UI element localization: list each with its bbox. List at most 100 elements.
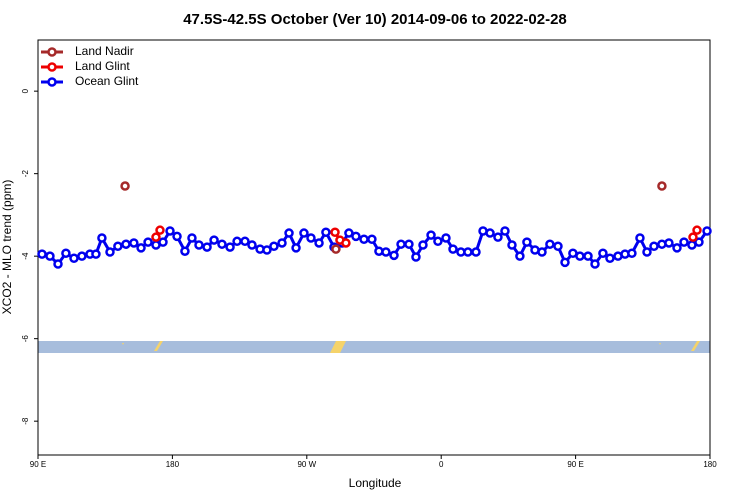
- data-point: [411, 252, 421, 262]
- data-point: [344, 228, 354, 238]
- data-point: [553, 241, 563, 252]
- data-point: [493, 232, 503, 242]
- data-point: [664, 238, 674, 248]
- data-point: [692, 225, 702, 235]
- data-point: [194, 240, 204, 250]
- data-point: [306, 233, 316, 243]
- data-point: [314, 238, 324, 248]
- legend-label: Land Nadir: [75, 44, 134, 58]
- data-point: [515, 251, 525, 261]
- data-point: [53, 259, 63, 269]
- data-point: [91, 249, 101, 259]
- data-point: [635, 233, 645, 243]
- data-point: [598, 248, 608, 259]
- y-tick-label: -8: [21, 417, 30, 425]
- data-point: [331, 244, 341, 254]
- y-tick-label: -6: [21, 335, 30, 343]
- legend-marker: [47, 77, 57, 87]
- data-point: [232, 236, 242, 247]
- plot-frame: [37, 39, 711, 456]
- data-point: [649, 241, 659, 252]
- y-tick-label: -2: [21, 170, 30, 178]
- data-point: [202, 242, 212, 252]
- data-point: [560, 257, 570, 268]
- data-point: [180, 246, 190, 256]
- data-point: [299, 228, 309, 238]
- data-point: [321, 227, 331, 237]
- legend-label: Ocean Glint: [75, 74, 139, 88]
- data-point: [262, 245, 272, 255]
- data-point: [341, 238, 351, 248]
- data-point: [389, 250, 399, 261]
- data-point: [688, 232, 698, 242]
- data-point: [351, 231, 361, 242]
- data-point: [627, 248, 637, 259]
- data-point: [77, 251, 87, 261]
- data-point: [448, 244, 458, 254]
- data-point: [433, 236, 443, 247]
- data-point: [247, 240, 257, 250]
- data-point: [143, 237, 153, 247]
- x-tick-label: 90 W: [297, 460, 316, 469]
- data-point: [418, 240, 428, 250]
- data-point: [97, 233, 107, 243]
- data-point: [330, 227, 340, 237]
- x-tick-label: 0: [439, 460, 444, 469]
- ocean-strip: [38, 341, 710, 353]
- data-point: [575, 251, 585, 261]
- data-point: [702, 226, 712, 236]
- data-point: [151, 232, 161, 242]
- data-point: [187, 233, 197, 243]
- legend-label: Land Glint: [75, 59, 130, 73]
- data-point: [500, 226, 510, 236]
- data-point: [240, 236, 250, 247]
- data-point: [642, 247, 652, 257]
- data-point: [441, 233, 451, 243]
- data-point: [225, 242, 235, 252]
- y-tick-label: 0: [21, 88, 30, 93]
- data-point: [537, 247, 547, 257]
- data-point: [396, 239, 406, 249]
- data-point: [359, 234, 369, 244]
- data-point: [672, 243, 682, 253]
- data-point: [605, 253, 615, 263]
- data-point: [158, 237, 168, 247]
- data-point: [545, 239, 555, 249]
- data-point: [367, 234, 377, 244]
- data-point: [507, 240, 517, 250]
- x-tick-label: 90 E: [567, 460, 583, 469]
- chart-title: 47.5S-42.5S October (Ver 10) 2014-09-06 …: [183, 11, 567, 28]
- data-point: [381, 247, 391, 257]
- data-point: [136, 243, 146, 253]
- legend-marker: [47, 47, 57, 57]
- data-point: [113, 241, 123, 252]
- data-point: [120, 181, 130, 191]
- data-point: [155, 225, 165, 235]
- data-point: [45, 251, 55, 261]
- data-point: [590, 259, 600, 269]
- data-point: [657, 181, 667, 191]
- data-point: [284, 228, 294, 238]
- data-point: [463, 247, 473, 257]
- data-point: [209, 235, 219, 245]
- data-point: [522, 237, 532, 247]
- data-point: [129, 238, 139, 248]
- y-axis-label: XCO2 - MLO trend (ppm): [0, 180, 14, 315]
- data-point: [105, 247, 115, 257]
- data-point: [426, 230, 436, 240]
- data-point: [37, 249, 47, 259]
- x-tick-label: 180: [166, 460, 180, 469]
- data-point: [69, 253, 79, 263]
- data-point: [471, 247, 481, 257]
- data-point: [404, 239, 414, 249]
- y-tick-label: -4: [21, 252, 30, 260]
- data-point: [583, 251, 593, 261]
- x-tick-label: 90 E: [30, 460, 46, 469]
- x-tick-label: 180: [703, 460, 717, 469]
- data-point: [217, 239, 227, 249]
- data-point: [172, 231, 182, 242]
- data-point: [165, 226, 175, 236]
- data-point: [277, 238, 287, 248]
- data-point: [679, 237, 689, 247]
